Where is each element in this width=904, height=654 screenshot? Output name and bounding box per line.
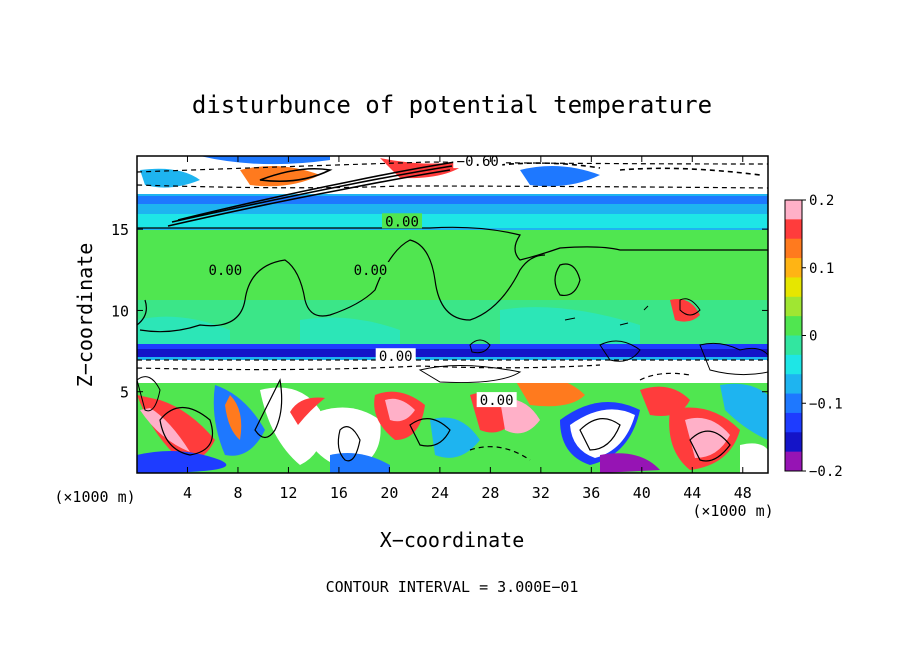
x-tick-label: 48 [734, 484, 752, 502]
plot-area: −0.60 0.00 0.00 0.00 0.00 0.00 [137, 154, 768, 473]
contour-interval-note: CONTOUR INTERVAL = 3.000E−01 [326, 578, 579, 596]
colorbar-swatch [785, 451, 802, 472]
x-axis: 4 8 12 16 20 24 28 32 36 40 44 48 [183, 156, 752, 502]
colorbar-swatch [785, 393, 802, 414]
colorbar-swatch [785, 200, 802, 220]
plot-frame [136, 155, 769, 474]
contour-label: 0.00 [208, 263, 242, 279]
x-tick-label: 32 [532, 484, 550, 502]
chart-title: disturbunce of potential temperature [192, 91, 712, 119]
colorbar-tick-label: 0.2 [809, 193, 834, 209]
colorbar-swatch [785, 238, 802, 259]
y-tick-label: 5 [120, 384, 129, 402]
colorbar-tick-label: −0.2 [809, 464, 843, 480]
contour-label-bg [375, 348, 416, 364]
oblique-contour-band [167, 161, 761, 227]
colorbar-swatch [785, 354, 802, 375]
field-middle-lower [137, 300, 768, 344]
y-axis-label: Z−coordinate [73, 243, 97, 388]
y-tick-label: 15 [111, 221, 129, 239]
x-axis-label: X−coordinate [380, 528, 525, 552]
x-unit-left: (×1000 m) [54, 488, 135, 506]
x-tick-label: 28 [481, 484, 499, 502]
x-tick-label: 8 [233, 484, 242, 502]
contour-label: 0.00 [385, 214, 419, 230]
x-tick-label: 12 [279, 484, 297, 502]
x-tick-label: 44 [683, 484, 701, 502]
contour-label: −0.60 [457, 154, 499, 170]
x-tick-label: 36 [582, 484, 600, 502]
colorbar-swatch [785, 412, 802, 433]
y-tick-label: 10 [111, 302, 129, 320]
contour-label-bg [350, 262, 391, 278]
colorbar-swatch [785, 296, 802, 317]
x-tick-label: 24 [431, 484, 449, 502]
colorbar-tick-label: −0.1 [809, 396, 843, 412]
colorbar-swatch [785, 335, 802, 356]
contour-labels: −0.60 0.00 0.00 0.00 0.00 0.00 [205, 154, 517, 409]
colorbar-swatch [785, 432, 802, 453]
x-tick-label: 20 [380, 484, 398, 502]
colorbar-swatch [785, 219, 802, 240]
x-tick-label: 4 [183, 484, 192, 502]
colorbar-tick-label: 0.1 [809, 261, 834, 277]
contour-label: 0.00 [379, 349, 413, 365]
contour-lines [137, 161, 768, 462]
contour-label-bg [205, 262, 246, 278]
x-unit-right: (×1000 m) [692, 502, 773, 520]
contour-label-bg [476, 392, 517, 408]
colorbar-swatch [785, 374, 802, 395]
x-tick-label: 16 [330, 484, 348, 502]
colorbar-swatch [785, 277, 802, 298]
y-axis: 5 10 15 [111, 221, 768, 402]
contour-label: 0.00 [354, 263, 388, 279]
colorbar: 0.2 0.1 0 −0.1 −0.2 [784, 193, 843, 480]
field-dark-band [137, 349, 768, 358]
colorbar-tick-label: 0 [809, 329, 817, 345]
field-cyan-edge [137, 357, 768, 360]
contour-label-bg [382, 213, 423, 229]
x-tick-label: 40 [633, 484, 651, 502]
lower-turbulence [137, 377, 768, 473]
scattered-contours [137, 298, 768, 412]
field-blue-band [137, 343, 768, 350]
colorbar-swatch [785, 316, 802, 336]
contour-label: 0.00 [480, 393, 514, 409]
colorbar-swatch [785, 258, 802, 278]
